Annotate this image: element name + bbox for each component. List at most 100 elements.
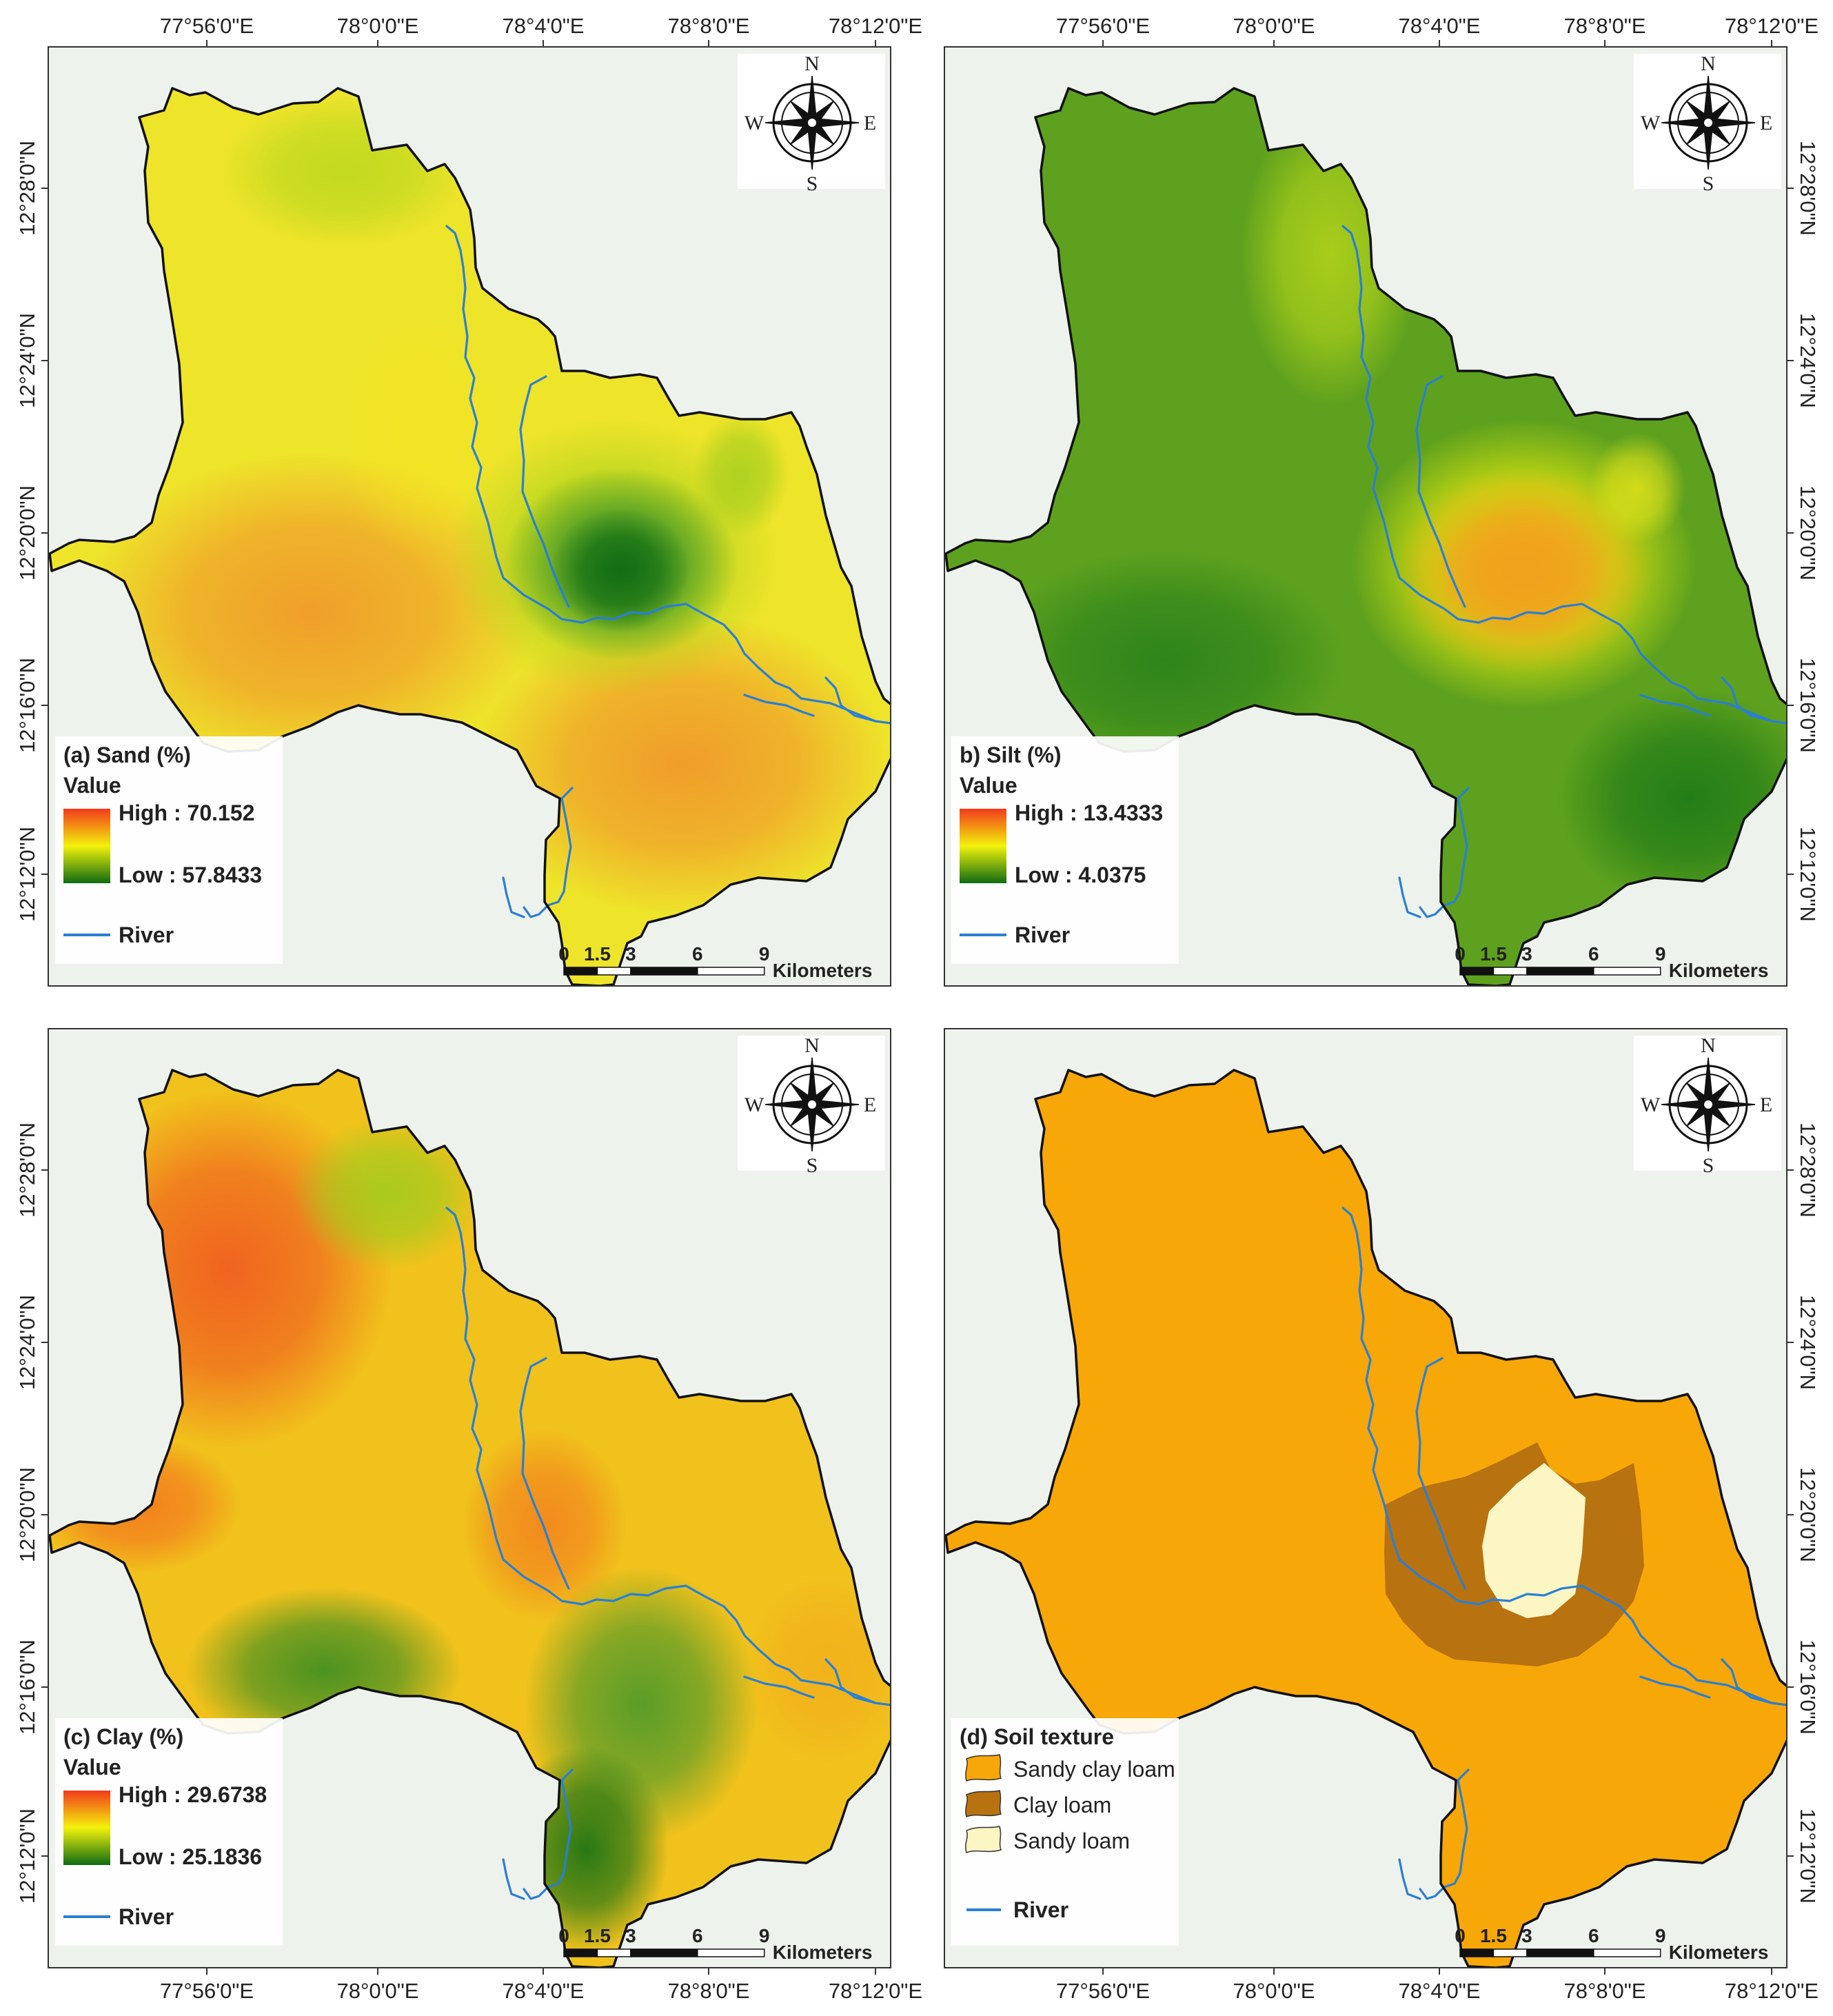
legend-high-value: High : 29.6738 <box>119 1782 267 1807</box>
compass-center <box>1703 1099 1714 1110</box>
river-line <box>743 694 815 717</box>
y-tick-label: 12°16'0"N <box>1796 1640 1820 1735</box>
compass-e: E <box>864 1093 876 1116</box>
scale-bar-segment <box>697 1948 765 1957</box>
scale-bar-label: 1.5 <box>1480 943 1507 965</box>
y-tick-label: 12°16'0"N <box>15 658 39 753</box>
map-frame <box>944 1028 1788 1968</box>
raster-zone <box>1589 433 1685 543</box>
legend-swatch-1 <box>965 1790 1002 1818</box>
scale-bar-label: 1.5 <box>584 943 611 965</box>
scale-bar-segment <box>1459 967 1495 976</box>
map-frame <box>944 46 1788 987</box>
x-tick-label: 78°4'0"E <box>503 1979 585 2003</box>
y-tick-label: 12°24'0"N <box>1796 313 1820 408</box>
scale-bar-unit: Kilometers <box>1669 1942 1769 1963</box>
river-line <box>1721 676 1773 723</box>
x-tick-label: 78°12'0"E <box>1725 14 1819 38</box>
compass-s: S <box>807 1154 818 1177</box>
watershed-boundary <box>944 1069 1787 1968</box>
y-tick-label: 12°28'0"N <box>1796 1122 1820 1218</box>
scale-bar-label: 9 <box>759 1925 770 1946</box>
y-tick-label: 12°12'0"N <box>15 827 39 922</box>
scale-bar-segment <box>630 1948 698 1957</box>
compass-e: E <box>1760 112 1772 134</box>
legend-high-value: High : 13.4333 <box>1015 800 1163 825</box>
x-tick-label: 78°8'0"E <box>668 14 750 38</box>
river-line <box>824 676 877 723</box>
raster-zone <box>290 1118 483 1270</box>
legend-class-label: Clay loam <box>1013 1793 1111 1817</box>
compass-center <box>807 1099 818 1110</box>
river-line <box>445 1207 891 1706</box>
legend-river-label: River <box>1013 1897 1069 1922</box>
scale-bar-segment <box>630 967 698 976</box>
x-tick-label: 77°56'0"E <box>1056 1979 1150 2003</box>
compass-n: N <box>1701 1034 1716 1057</box>
x-tick-label: 78°4'0"E <box>503 14 585 38</box>
river-line <box>1341 1207 1787 1706</box>
graticule-labels: 77°56'0"E 78°0'0"E 78°4'0"E 78°8'0"E 78°12'0… <box>1056 1122 1820 2003</box>
river-line <box>445 225 891 725</box>
scale-bar-label: 6 <box>692 1925 703 1946</box>
scale-bar-segment <box>596 1948 631 1957</box>
scale-bar-label: 0 <box>1455 943 1466 965</box>
compass-e: E <box>1760 1093 1772 1116</box>
graticule-labels: 77°56'0"E 78°0'0"E 78°4'0"E 78°8'0"E 78°12'0… <box>15 1122 922 2003</box>
legend-class-label: Sandy loam <box>1013 1828 1130 1853</box>
raster-zone <box>1441 502 1606 640</box>
compass-s: S <box>1703 172 1714 195</box>
legend-swatch-0 <box>965 1754 1002 1782</box>
river-line <box>1341 225 1787 725</box>
scale-bar-label: 0 <box>1455 1925 1466 1946</box>
legend-title: (c) Clay (%) <box>63 1724 183 1749</box>
scale-bar-segment <box>1492 967 1528 976</box>
compass-n: N <box>804 1034 820 1057</box>
y-tick-label: 12°12'0"N <box>15 1808 39 1904</box>
legend-color-ramp <box>63 809 110 883</box>
scale-bar-label: 3 <box>625 1925 636 1946</box>
y-tick-label: 12°24'0"N <box>15 1295 39 1390</box>
scale-bar-label: 6 <box>1588 1925 1599 1946</box>
north-arrow-compass-icon: N S E W <box>738 52 885 195</box>
map-frame <box>48 1028 891 1968</box>
x-tick-label: 78°0'0"E <box>337 14 419 38</box>
compass-s: S <box>1703 1154 1714 1177</box>
legend-value-label: Value <box>960 773 1017 798</box>
river-line <box>519 1357 570 1590</box>
x-tick-label: 78°8'0"E <box>1564 1979 1646 2003</box>
river-line <box>1721 1658 1773 1704</box>
north-arrow-compass-icon: N S E W <box>738 1034 885 1177</box>
sandy-clay-loam-area <box>946 1070 1787 1968</box>
y-tick-label: 12°16'0"N <box>1796 658 1820 753</box>
raster-zone <box>338 309 503 557</box>
river-line <box>1419 1768 1470 1900</box>
river-line <box>523 1768 574 1900</box>
river-line <box>502 876 525 918</box>
y-tick-label: 12°20'0"N <box>1796 1467 1820 1562</box>
y-tick-label: 12°12'0"N <box>1796 827 1820 922</box>
y-tick-label: 12°20'0"N <box>15 485 39 581</box>
scale-bar-segment <box>1459 1948 1495 1957</box>
x-tick-label: 78°8'0"E <box>1564 14 1646 38</box>
legend-high-value: High : 70.152 <box>119 800 254 825</box>
scale-bar-label: 9 <box>1655 943 1666 965</box>
scale-bar-unit: Kilometers <box>773 960 873 981</box>
river-line <box>519 375 570 608</box>
map-body <box>48 87 891 986</box>
y-tick-label: 12°24'0"N <box>1796 1295 1820 1390</box>
raster-zone <box>462 1429 627 1622</box>
scale-bar-unit: Kilometers <box>1669 960 1769 981</box>
legend-low-value: Low : 57.8433 <box>119 863 262 887</box>
scale-bar-segment <box>1526 967 1594 976</box>
x-tick-label: 77°56'0"E <box>1056 14 1150 38</box>
x-tick-label: 77°56'0"E <box>160 14 254 38</box>
x-tick-label: 78°4'0"E <box>1399 1979 1481 2003</box>
x-tick-label: 78°12'0"E <box>829 14 922 38</box>
legend-river-label: River <box>119 923 174 947</box>
compass-w: W <box>1641 1093 1661 1116</box>
